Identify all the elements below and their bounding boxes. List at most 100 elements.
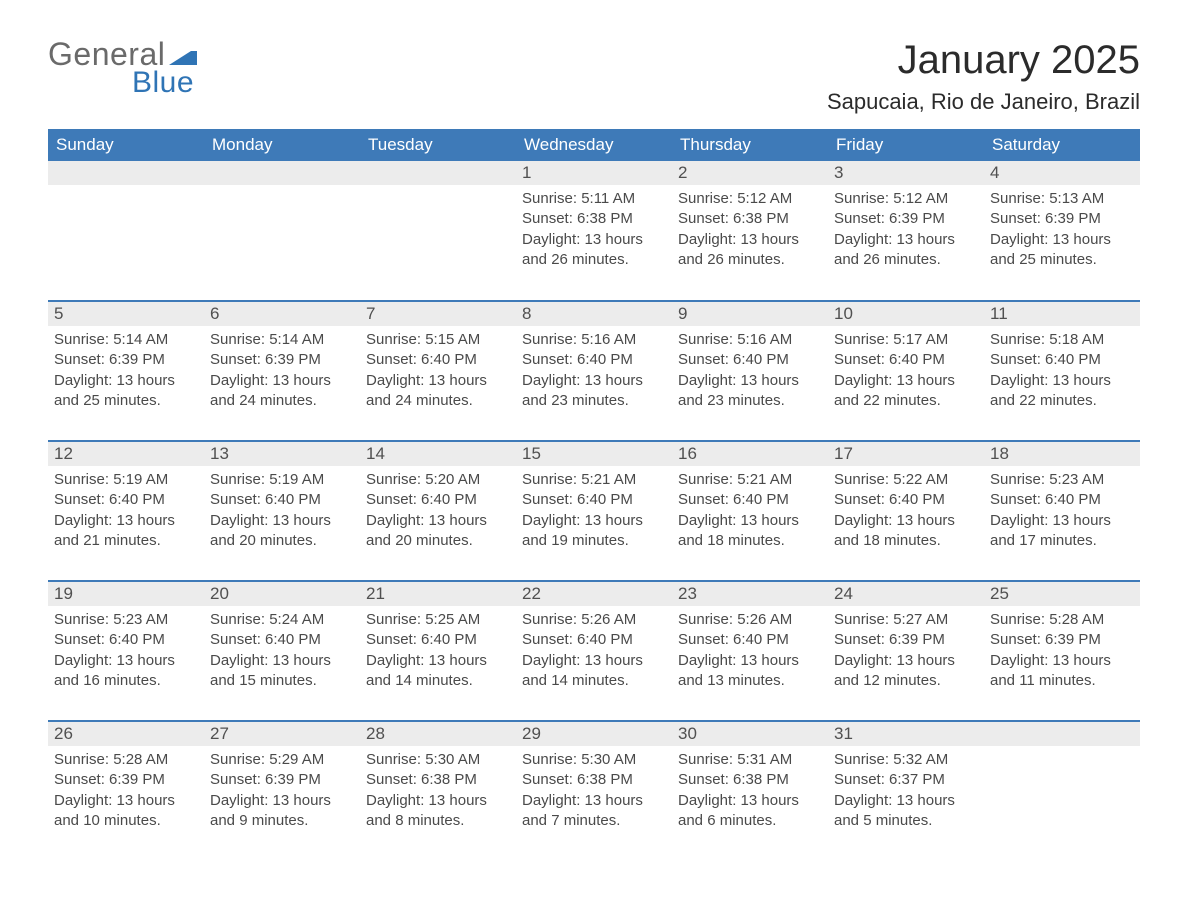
sunrise-text: Sunrise: 5:21 AM xyxy=(522,470,666,490)
sunset-text: Sunset: 6:40 PM xyxy=(678,490,822,510)
sunrise-text: Sunrise: 5:19 AM xyxy=(54,470,198,490)
day-number: 31 xyxy=(828,722,984,746)
day-number: 12 xyxy=(48,442,204,466)
day-number: 22 xyxy=(516,582,672,606)
calendar-cell xyxy=(204,161,360,301)
day-details: Sunrise: 5:26 AMSunset: 6:40 PMDaylight:… xyxy=(516,606,672,697)
day-number: 14 xyxy=(360,442,516,466)
daylight-text: Daylight: 13 hours and 21 minutes. xyxy=(54,511,198,552)
day-number: 21 xyxy=(360,582,516,606)
sunrise-text: Sunrise: 5:14 AM xyxy=(54,330,198,350)
daylight-text: Daylight: 13 hours and 26 minutes. xyxy=(678,230,822,271)
calendar-cell: 2Sunrise: 5:12 AMSunset: 6:38 PMDaylight… xyxy=(672,161,828,301)
day-number: 11 xyxy=(984,302,1140,326)
daylight-text: Daylight: 13 hours and 26 minutes. xyxy=(522,230,666,271)
daylight-text: Daylight: 13 hours and 26 minutes. xyxy=(834,230,978,271)
calendar-cell: 18Sunrise: 5:23 AMSunset: 6:40 PMDayligh… xyxy=(984,441,1140,581)
day-header-row: SundayMondayTuesdayWednesdayThursdayFrid… xyxy=(48,129,1140,161)
sunset-text: Sunset: 6:40 PM xyxy=(366,490,510,510)
calendar-cell xyxy=(360,161,516,301)
day-details: Sunrise: 5:32 AMSunset: 6:37 PMDaylight:… xyxy=(828,746,984,837)
day-details: Sunrise: 5:23 AMSunset: 6:40 PMDaylight:… xyxy=(48,606,204,697)
day-details: Sunrise: 5:31 AMSunset: 6:38 PMDaylight:… xyxy=(672,746,828,837)
sunrise-text: Sunrise: 5:28 AM xyxy=(990,610,1134,630)
sunset-text: Sunset: 6:39 PM xyxy=(210,770,354,790)
calendar-cell: 10Sunrise: 5:17 AMSunset: 6:40 PMDayligh… xyxy=(828,301,984,441)
sunset-text: Sunset: 6:40 PM xyxy=(54,630,198,650)
day-header: Thursday xyxy=(672,129,828,161)
day-details: Sunrise: 5:20 AMSunset: 6:40 PMDaylight:… xyxy=(360,466,516,557)
sunset-text: Sunset: 6:40 PM xyxy=(366,350,510,370)
sunset-text: Sunset: 6:40 PM xyxy=(210,630,354,650)
calendar-cell: 8Sunrise: 5:16 AMSunset: 6:40 PMDaylight… xyxy=(516,301,672,441)
calendar-cell: 31Sunrise: 5:32 AMSunset: 6:37 PMDayligh… xyxy=(828,721,984,861)
calendar-week: 5Sunrise: 5:14 AMSunset: 6:39 PMDaylight… xyxy=(48,301,1140,441)
calendar-cell: 22Sunrise: 5:26 AMSunset: 6:40 PMDayligh… xyxy=(516,581,672,721)
day-details: Sunrise: 5:28 AMSunset: 6:39 PMDaylight:… xyxy=(48,746,204,837)
daylight-text: Daylight: 13 hours and 11 minutes. xyxy=(990,651,1134,692)
calendar-cell: 26Sunrise: 5:28 AMSunset: 6:39 PMDayligh… xyxy=(48,721,204,861)
sunset-text: Sunset: 6:40 PM xyxy=(990,490,1134,510)
day-number: 5 xyxy=(48,302,204,326)
sunset-text: Sunset: 6:39 PM xyxy=(54,350,198,370)
sunset-text: Sunset: 6:38 PM xyxy=(678,209,822,229)
day-details: Sunrise: 5:21 AMSunset: 6:40 PMDaylight:… xyxy=(516,466,672,557)
sunrise-text: Sunrise: 5:12 AM xyxy=(834,189,978,209)
sunrise-text: Sunrise: 5:27 AM xyxy=(834,610,978,630)
sunset-text: Sunset: 6:38 PM xyxy=(522,770,666,790)
day-details: Sunrise: 5:16 AMSunset: 6:40 PMDaylight:… xyxy=(516,326,672,417)
sunset-text: Sunset: 6:40 PM xyxy=(522,350,666,370)
daylight-text: Daylight: 13 hours and 5 minutes. xyxy=(834,791,978,832)
daylight-text: Daylight: 13 hours and 14 minutes. xyxy=(366,651,510,692)
day-details: Sunrise: 5:27 AMSunset: 6:39 PMDaylight:… xyxy=(828,606,984,697)
sunset-text: Sunset: 6:39 PM xyxy=(990,209,1134,229)
day-details: Sunrise: 5:19 AMSunset: 6:40 PMDaylight:… xyxy=(48,466,204,557)
day-number: 30 xyxy=(672,722,828,746)
sunrise-text: Sunrise: 5:16 AM xyxy=(678,330,822,350)
day-details: Sunrise: 5:14 AMSunset: 6:39 PMDaylight:… xyxy=(48,326,204,417)
calendar-cell: 24Sunrise: 5:27 AMSunset: 6:39 PMDayligh… xyxy=(828,581,984,721)
sunset-text: Sunset: 6:38 PM xyxy=(366,770,510,790)
day-details: Sunrise: 5:15 AMSunset: 6:40 PMDaylight:… xyxy=(360,326,516,417)
daylight-text: Daylight: 13 hours and 15 minutes. xyxy=(210,651,354,692)
calendar-cell: 5Sunrise: 5:14 AMSunset: 6:39 PMDaylight… xyxy=(48,301,204,441)
calendar-cell: 25Sunrise: 5:28 AMSunset: 6:39 PMDayligh… xyxy=(984,581,1140,721)
day-details: Sunrise: 5:22 AMSunset: 6:40 PMDaylight:… xyxy=(828,466,984,557)
sunrise-text: Sunrise: 5:32 AM xyxy=(834,750,978,770)
daylight-text: Daylight: 13 hours and 7 minutes. xyxy=(522,791,666,832)
day-number xyxy=(204,161,360,185)
day-details: Sunrise: 5:30 AMSunset: 6:38 PMDaylight:… xyxy=(360,746,516,837)
day-details: Sunrise: 5:23 AMSunset: 6:40 PMDaylight:… xyxy=(984,466,1140,557)
day-header: Sunday xyxy=(48,129,204,161)
calendar-cell: 9Sunrise: 5:16 AMSunset: 6:40 PMDaylight… xyxy=(672,301,828,441)
sunset-text: Sunset: 6:40 PM xyxy=(54,490,198,510)
calendar-cell: 12Sunrise: 5:19 AMSunset: 6:40 PMDayligh… xyxy=(48,441,204,581)
day-number: 28 xyxy=(360,722,516,746)
sunset-text: Sunset: 6:37 PM xyxy=(834,770,978,790)
day-number: 4 xyxy=(984,161,1140,185)
day-details: Sunrise: 5:12 AMSunset: 6:38 PMDaylight:… xyxy=(672,185,828,276)
calendar-cell: 27Sunrise: 5:29 AMSunset: 6:39 PMDayligh… xyxy=(204,721,360,861)
sunset-text: Sunset: 6:39 PM xyxy=(834,630,978,650)
daylight-text: Daylight: 13 hours and 22 minutes. xyxy=(990,371,1134,412)
daylight-text: Daylight: 13 hours and 12 minutes. xyxy=(834,651,978,692)
sunset-text: Sunset: 6:40 PM xyxy=(834,350,978,370)
sunset-text: Sunset: 6:40 PM xyxy=(990,350,1134,370)
calendar-cell: 14Sunrise: 5:20 AMSunset: 6:40 PMDayligh… xyxy=(360,441,516,581)
day-number xyxy=(984,722,1140,746)
calendar-cell: 29Sunrise: 5:30 AMSunset: 6:38 PMDayligh… xyxy=(516,721,672,861)
page-title: January 2025 xyxy=(827,38,1140,83)
daylight-text: Daylight: 13 hours and 23 minutes. xyxy=(678,371,822,412)
day-details: Sunrise: 5:12 AMSunset: 6:39 PMDaylight:… xyxy=(828,185,984,276)
sunset-text: Sunset: 6:40 PM xyxy=(678,350,822,370)
calendar-cell: 13Sunrise: 5:19 AMSunset: 6:40 PMDayligh… xyxy=(204,441,360,581)
sunrise-text: Sunrise: 5:31 AM xyxy=(678,750,822,770)
sunrise-text: Sunrise: 5:13 AM xyxy=(990,189,1134,209)
calendar-cell: 28Sunrise: 5:30 AMSunset: 6:38 PMDayligh… xyxy=(360,721,516,861)
sunrise-text: Sunrise: 5:29 AM xyxy=(210,750,354,770)
sunrise-text: Sunrise: 5:22 AM xyxy=(834,470,978,490)
sunset-text: Sunset: 6:39 PM xyxy=(990,630,1134,650)
calendar-cell: 15Sunrise: 5:21 AMSunset: 6:40 PMDayligh… xyxy=(516,441,672,581)
sunset-text: Sunset: 6:38 PM xyxy=(678,770,822,790)
day-details: Sunrise: 5:29 AMSunset: 6:39 PMDaylight:… xyxy=(204,746,360,837)
